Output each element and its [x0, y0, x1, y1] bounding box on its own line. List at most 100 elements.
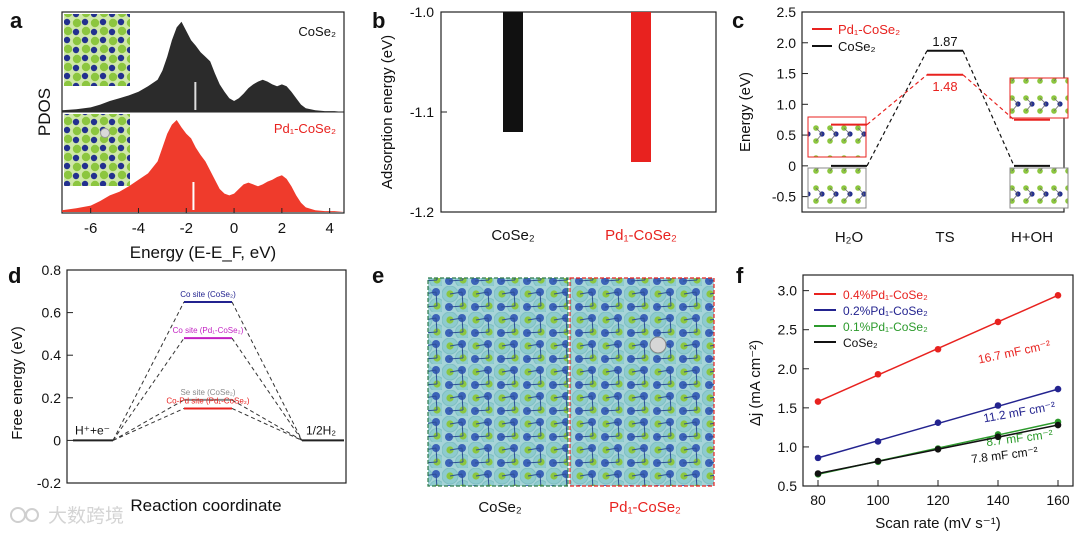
site-label: Co site (Pd₁-CoSe₂) [173, 326, 244, 335]
panel-d-xlabel: Reaction coordinate [130, 496, 281, 515]
site-label: Se site (CoSe₂) [180, 388, 235, 397]
bar [503, 12, 523, 132]
panel-b-ylabel: Adsorption energy (eV) [379, 35, 396, 189]
data-point [1054, 421, 1062, 429]
slab-inset-h2o-cose2 [807, 167, 867, 209]
free-energy-connector [112, 407, 185, 441]
panel-f: f Δj (mA cm⁻²) 0.5 1.0 1.5 2.0 2.5 3.0 80 100 12… [736, 263, 1074, 532]
y-tick-label: 0.4 [42, 347, 62, 363]
data-point [994, 318, 1002, 326]
x-category-label: TS [935, 229, 954, 246]
data-point [814, 470, 822, 477]
barrier-label-pd1-cose2: 1.48 [932, 79, 957, 94]
watermark-logo-icon-2 [25, 508, 39, 522]
data-point [874, 457, 882, 465]
panel-b-yaxis: -1.0 -1.1 -1.2 [410, 4, 447, 220]
panel-a-ylabel: PDOS [35, 88, 54, 136]
legend-label: 0.2%Pd₁-CoSe₂ [843, 304, 928, 318]
x-category-label: H+OH [1011, 229, 1053, 246]
panel-e-label-pd1-cose2: Pd₁-CoSe₂ [609, 499, 681, 516]
data-point [1054, 292, 1062, 299]
crystal-inset-bottom [64, 114, 130, 186]
x-tick-label: 120 [926, 492, 950, 508]
y-tick-label: 2.5 [778, 322, 798, 338]
slope-label: 7.8 mF cm⁻² [970, 444, 1038, 466]
x-tick-label: -4 [132, 220, 145, 237]
panel-b: b Adsorption energy (eV) -1.0 -1.1 -1.2 Co… [372, 4, 717, 244]
legend-label: Pd₁-CoSe₂ [838, 22, 900, 37]
x-category-label: H₂O [835, 229, 863, 246]
panel-c-yaxis: -0.5 0 0.5 1.0 1.5 2.0 2.5 [772, 4, 808, 205]
watermark-text: 大数跨境 [48, 505, 124, 527]
x-tick-label: 4 [325, 220, 333, 237]
panel-f-axes: 0.5 1.0 1.5 2.0 2.5 3.0 80 100 120 140 160 [778, 283, 1070, 508]
y-tick-label: 0.5 [778, 478, 798, 494]
y-tick-label: 0.8 [42, 262, 62, 278]
y-tick-label: -1.0 [410, 4, 434, 20]
energy-connector [962, 74, 1015, 121]
pdos-label-cose2: CoSe₂ [298, 24, 336, 39]
pdos-curve [62, 21, 344, 112]
panel-a-xlabel: Energy (E-E_F, eV) [130, 243, 276, 262]
data-point [814, 454, 822, 462]
panel-d-ylabel: Free energy (eV) [9, 326, 26, 439]
pdos-plot [62, 21, 344, 212]
pd-atom-e [649, 336, 667, 354]
legend-label: 0.1%Pd₁-CoSe₂ [843, 320, 928, 334]
energy-connector [866, 74, 928, 126]
y-tick-label: 2.5 [777, 4, 797, 20]
y-tick-label: 1.5 [778, 400, 798, 416]
panel-a: a PDOS CoSe₂ Pd₁-CoSe₂ -6 -4 -2 0 2 4 Energy … [10, 8, 345, 262]
panel-e: e CoSe₂ Pd₁-CoSe₂ [372, 263, 715, 516]
panel-d-yaxis: -0.2 0 0.2 0.4 0.6 0.8 [37, 262, 73, 491]
panel-e-label-cose2: CoSe₂ [478, 499, 522, 516]
x-tick-label: 140 [986, 492, 1010, 508]
energy-connector [962, 50, 1015, 167]
panel-c-energy-profile: 1.87 1.48 H₂O TS H+OH [831, 34, 1053, 246]
y-tick-label: 1.0 [777, 96, 797, 112]
y-tick-label: -1.1 [410, 104, 434, 120]
y-tick-label: 0 [788, 158, 796, 174]
charge-density-pd1-cose2 [569, 277, 715, 487]
site-label: Co-Pd site (Pd₁-CoSe₂) [166, 396, 250, 405]
y-tick-label: 3.0 [778, 283, 798, 299]
watermark: 大数跨境 [10, 505, 124, 527]
panel-f-legend: 0.4%Pd₁-CoSe₂ 0.2%Pd₁-CoSe₂ 0.1%Pd₁-CoSe₂ C… [814, 288, 928, 350]
data-point [874, 438, 882, 445]
free-energy-connector [231, 399, 303, 441]
free-energy-connector [231, 337, 303, 441]
y-tick-label: 0 [53, 432, 61, 448]
panel-c-legend: Pd₁-CoSe₂ CoSe₂ [812, 22, 900, 54]
slab-inset-hoh-cose2 [1009, 167, 1069, 209]
free-energy-connector [231, 301, 303, 441]
x-tick-label: 100 [866, 492, 890, 508]
y-tick-label: -0.5 [772, 189, 796, 205]
initial-state-label: H⁺+e⁻ [75, 423, 110, 437]
panel-letter-d: d [8, 263, 21, 288]
panel-d: d Free energy (eV) -0.2 0 0.2 0.4 0.6 0.8 H⁺+… [8, 262, 347, 515]
barrier-label-cose2: 1.87 [932, 34, 957, 49]
final-state-label: 1/2H₂ [306, 423, 336, 437]
data-point [934, 419, 942, 427]
legend-label: 0.4%Pd₁-CoSe₂ [843, 288, 928, 302]
panel-b-bars: CoSe₂ Pd₁-CoSe₂ [491, 12, 677, 244]
y-tick-label: 1.0 [778, 439, 798, 455]
x-tick-label: 2 [278, 220, 286, 237]
pdos-label-pd1-cose2: Pd₁-CoSe₂ [274, 121, 336, 136]
x-tick-label: 0 [230, 220, 238, 237]
free-energy-connector [112, 301, 185, 441]
data-point [1054, 385, 1062, 393]
pdos-curve [62, 120, 344, 212]
panel-letter-e: e [372, 263, 384, 288]
energy-connector [866, 50, 928, 167]
panel-f-xlabel: Scan rate (mV s⁻¹) [875, 515, 1000, 532]
x-tick-label: 160 [1046, 492, 1070, 508]
panel-d-free-energy: H⁺+e⁻ 1/2H₂ Co site (CoSe₂) Co site (Pd₁-Co… [73, 290, 344, 442]
panel-f-ylabel: Δj (mA cm⁻²) [747, 340, 764, 426]
y-tick-label: 2.0 [777, 35, 797, 51]
x-tick-label: -2 [180, 220, 193, 237]
panel-c-ylabel: Energy (eV) [737, 72, 754, 152]
panel-letter-c: c [732, 8, 744, 33]
panel-a-xaxis: -6 -4 -2 0 2 4 [84, 208, 334, 237]
x-tick-label: -6 [84, 220, 97, 237]
